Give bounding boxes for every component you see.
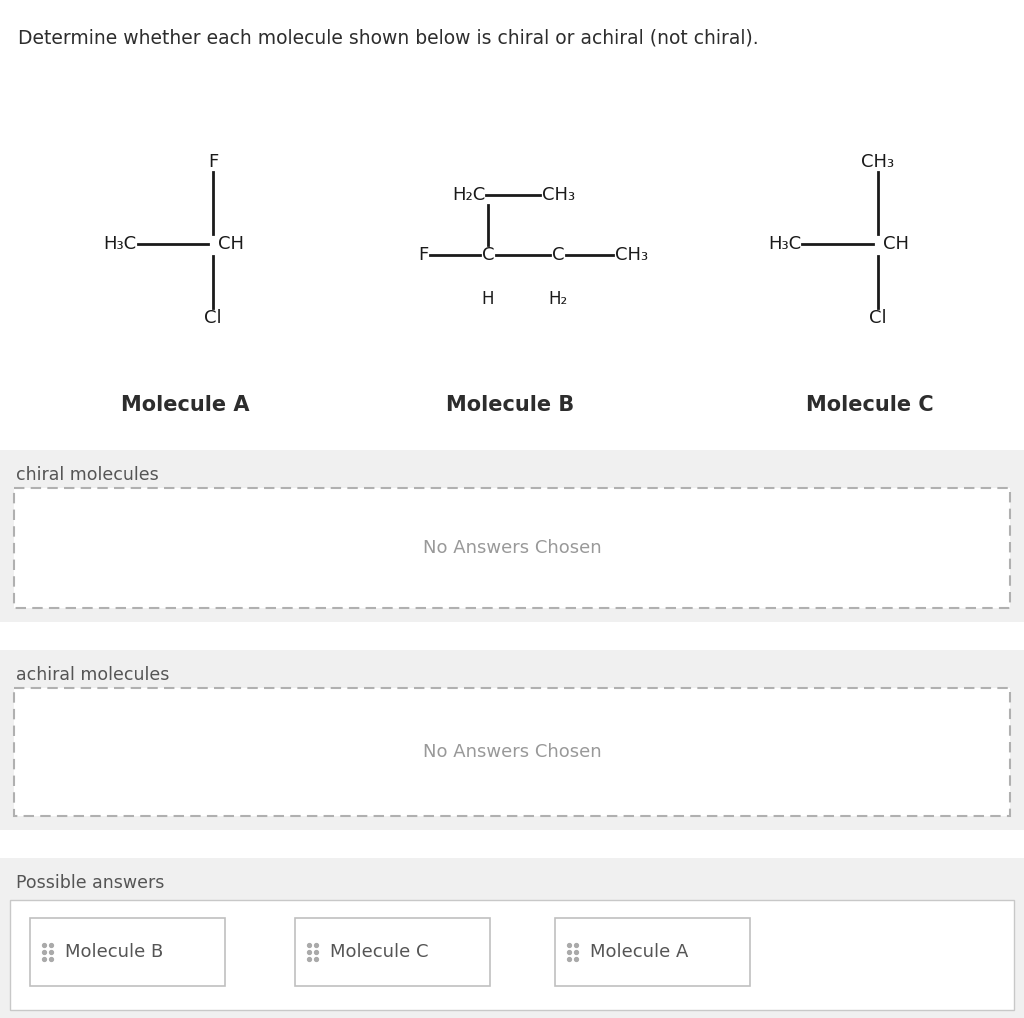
FancyBboxPatch shape	[0, 450, 1024, 622]
Text: C: C	[552, 246, 564, 264]
Text: CH₃: CH₃	[861, 153, 895, 171]
Text: No Answers Chosen: No Answers Chosen	[423, 539, 601, 557]
Text: Molecule C: Molecule C	[806, 395, 934, 415]
FancyBboxPatch shape	[0, 858, 1024, 1018]
Text: CH: CH	[883, 235, 909, 253]
Text: Possible answers: Possible answers	[16, 874, 165, 892]
Text: C: C	[481, 246, 495, 264]
Text: chiral molecules: chiral molecules	[16, 466, 159, 484]
Text: H₃C: H₃C	[768, 235, 801, 253]
Text: CH₃: CH₃	[542, 186, 575, 204]
FancyBboxPatch shape	[10, 900, 1014, 1010]
FancyBboxPatch shape	[555, 918, 750, 986]
Text: F: F	[418, 246, 428, 264]
Text: achiral molecules: achiral molecules	[16, 666, 169, 684]
Text: Molecule A: Molecule A	[121, 395, 249, 415]
Text: Cl: Cl	[204, 309, 222, 327]
Text: No Answers Chosen: No Answers Chosen	[423, 743, 601, 761]
FancyBboxPatch shape	[295, 918, 490, 986]
FancyBboxPatch shape	[14, 488, 1010, 608]
Text: Cl: Cl	[869, 309, 887, 327]
Text: H: H	[481, 290, 495, 308]
Text: F: F	[208, 153, 218, 171]
Text: H₂C: H₂C	[452, 186, 485, 204]
FancyBboxPatch shape	[0, 651, 1024, 830]
FancyBboxPatch shape	[30, 918, 225, 986]
Text: Molecule A: Molecule A	[590, 943, 688, 961]
FancyBboxPatch shape	[14, 688, 1010, 816]
Text: H₂: H₂	[549, 290, 567, 308]
Text: Molecule B: Molecule B	[65, 943, 163, 961]
Text: Determine whether each molecule shown below is chiral or achiral (not chiral).: Determine whether each molecule shown be…	[18, 29, 759, 47]
Text: CH: CH	[218, 235, 244, 253]
Text: H₃C: H₃C	[102, 235, 136, 253]
Text: CH₃: CH₃	[615, 246, 648, 264]
Text: Molecule B: Molecule B	[445, 395, 574, 415]
Text: Molecule C: Molecule C	[330, 943, 428, 961]
